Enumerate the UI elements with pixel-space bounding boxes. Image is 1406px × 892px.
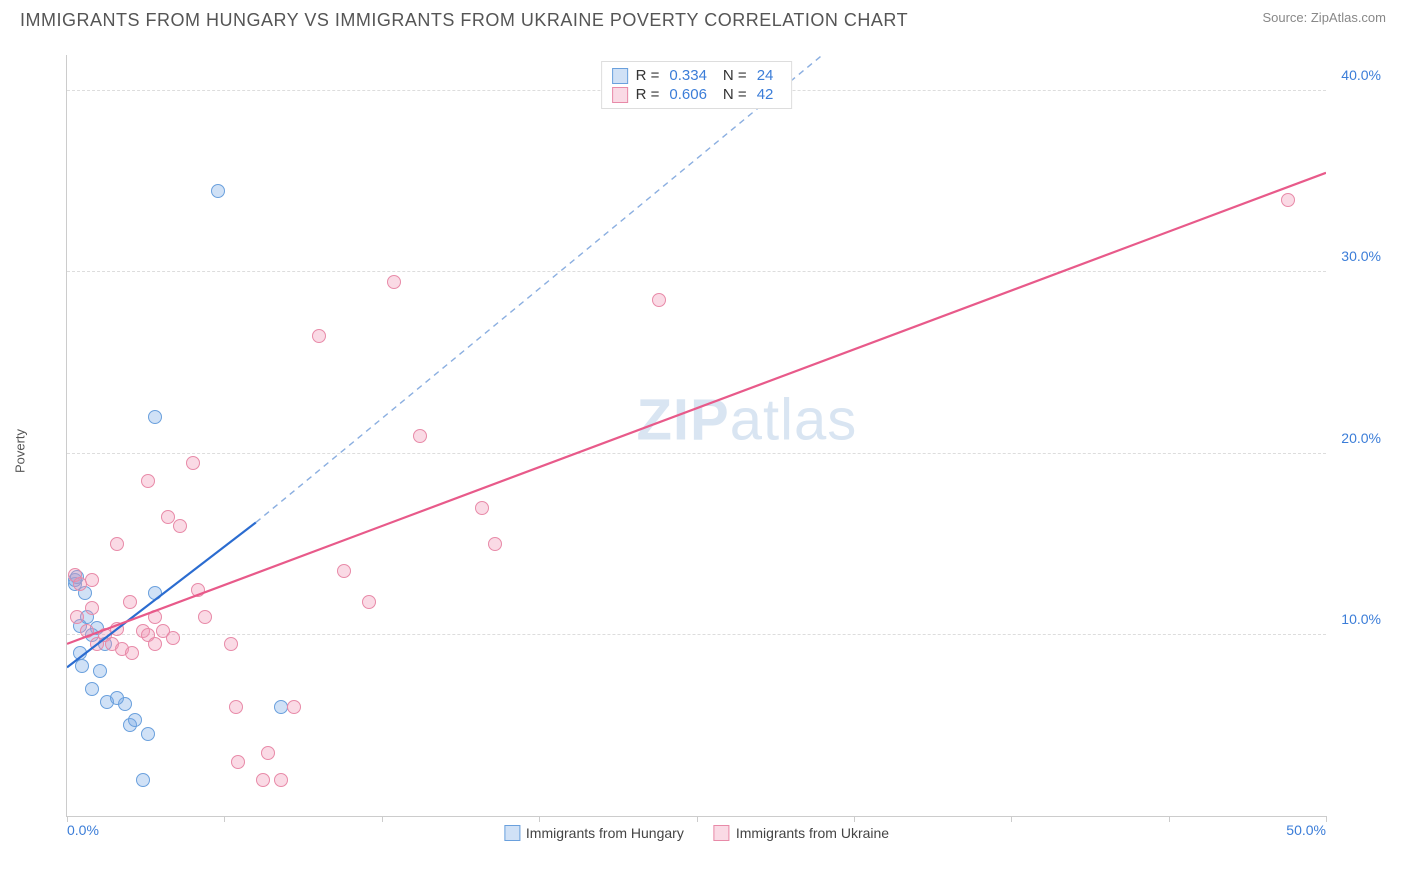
data-point (85, 682, 99, 696)
data-point (148, 410, 162, 424)
data-point (161, 510, 175, 524)
y-axis-label: Poverty (13, 429, 28, 473)
data-point (125, 646, 139, 660)
legend-swatch (612, 87, 628, 103)
r-label: R = (636, 67, 660, 84)
data-point (191, 583, 205, 597)
x-tick-label: 50.0% (1286, 822, 1326, 838)
legend-series: Immigrants from Hungary Immigrants from U… (504, 825, 889, 841)
gridline (67, 271, 1326, 272)
data-point (110, 537, 124, 551)
legend-swatch (714, 825, 730, 841)
x-tick (697, 816, 698, 822)
gridline (67, 634, 1326, 635)
data-point (141, 727, 155, 741)
x-tick (1169, 816, 1170, 822)
legend-series-label: Immigrants from Ukraine (736, 825, 889, 841)
legend-series-item: Immigrants from Hungary (504, 825, 684, 841)
data-point (85, 573, 99, 587)
n-label: N = (723, 67, 747, 84)
source-link[interactable]: ZipAtlas.com (1311, 10, 1386, 25)
x-tick (224, 816, 225, 822)
r-value: 0.334 (669, 67, 707, 84)
data-point (229, 700, 243, 714)
n-value: 24 (757, 67, 774, 84)
data-point (231, 755, 245, 769)
data-point (148, 586, 162, 600)
y-tick-label: 10.0% (1341, 611, 1381, 627)
data-point (274, 773, 288, 787)
data-point (166, 631, 180, 645)
y-tick-label: 30.0% (1341, 248, 1381, 264)
x-tick (539, 816, 540, 822)
data-point (211, 184, 225, 198)
data-point (287, 700, 301, 714)
data-point (256, 773, 270, 787)
data-point (110, 691, 124, 705)
data-point (387, 275, 401, 289)
data-point (413, 429, 427, 443)
x-tick (1011, 816, 1012, 822)
data-point (186, 456, 200, 470)
data-point (141, 474, 155, 488)
data-point (148, 637, 162, 651)
x-tick (854, 816, 855, 822)
data-point (110, 622, 124, 636)
r-value: 0.606 (669, 86, 707, 103)
data-point (1281, 193, 1295, 207)
chart-container: Poverty ZIPatlas R = 0.334N = 24R = 0.60… (48, 55, 1386, 847)
n-value: 42 (757, 86, 774, 103)
source-attribution: Source: ZipAtlas.com (1262, 10, 1386, 25)
legend-swatch (612, 68, 628, 84)
data-point (93, 664, 107, 678)
y-tick-label: 40.0% (1341, 67, 1381, 83)
data-point (123, 595, 137, 609)
legend-swatch (504, 825, 520, 841)
data-point (652, 293, 666, 307)
trend-lines (67, 55, 1326, 816)
x-tick (1326, 816, 1327, 822)
n-label: N = (723, 86, 747, 103)
legend-stats: R = 0.334 N = 24 R = 0.606 N = 42 (601, 61, 793, 109)
data-point (70, 610, 84, 624)
data-point (475, 501, 489, 515)
data-point (80, 624, 94, 638)
x-tick (382, 816, 383, 822)
legend-stat-row: R = 0.334 N = 24 (612, 66, 782, 85)
data-point (261, 746, 275, 760)
data-point (488, 537, 502, 551)
data-point (198, 610, 212, 624)
data-point (312, 329, 326, 343)
data-point (224, 637, 238, 651)
data-point (136, 773, 150, 787)
data-point (128, 713, 142, 727)
legend-series-label: Immigrants from Hungary (526, 825, 684, 841)
chart-title: IMMIGRANTS FROM HUNGARY VS IMMIGRANTS FR… (20, 10, 908, 31)
gridline (67, 453, 1326, 454)
data-point (173, 519, 187, 533)
data-point (148, 610, 162, 624)
y-tick-label: 20.0% (1341, 430, 1381, 446)
r-label: R = (636, 86, 660, 103)
legend-series-item: Immigrants from Ukraine (714, 825, 889, 841)
data-point (337, 564, 351, 578)
data-point (75, 659, 89, 673)
data-point (362, 595, 376, 609)
legend-stat-row: R = 0.606 N = 42 (612, 85, 782, 104)
plot-area: ZIPatlas R = 0.334N = 24R = 0.606N = 42 … (66, 55, 1326, 817)
watermark: ZIPatlas (636, 387, 857, 454)
data-point (85, 601, 99, 615)
x-tick-label: 0.0% (67, 822, 99, 838)
